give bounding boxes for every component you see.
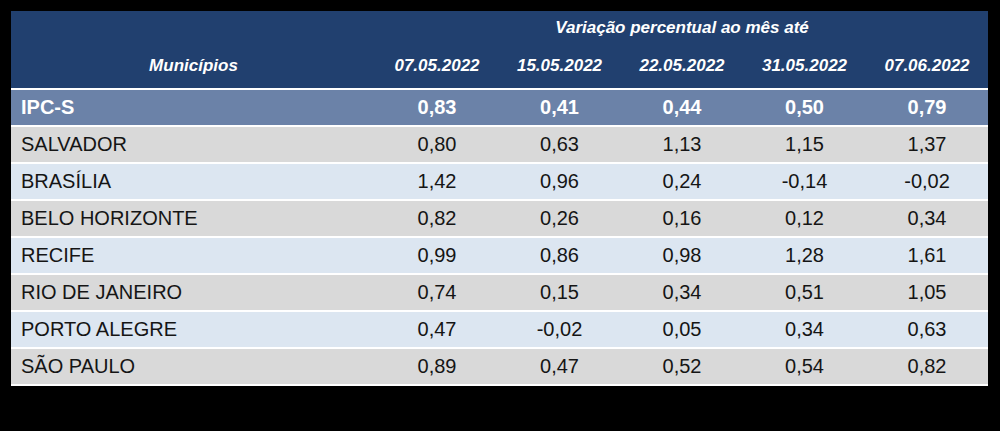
value-cell: 0,98: [621, 237, 743, 274]
table-title: Variação percentual ao mês até: [376, 11, 988, 44]
value-cell: 0,34: [743, 311, 866, 348]
value-cell: 0,79: [866, 89, 988, 126]
row-label: RIO DE JANEIRO: [11, 274, 376, 311]
table-row-recife: RECIFE 0,99 0,86 0,98 1,28 1,61: [11, 237, 988, 274]
table-row-salvador: SALVADOR 0,80 0,63 1,13 1,15 1,37: [11, 126, 988, 163]
row-label: IPC-S: [11, 89, 376, 126]
value-cell: 0,47: [376, 311, 498, 348]
value-cell: 1,61: [866, 237, 988, 274]
value-cell: 0,63: [498, 126, 621, 163]
value-cell: 0,82: [376, 200, 498, 237]
value-cell: 0,86: [498, 237, 621, 274]
value-cell: -0,02: [866, 163, 988, 200]
table-row-rio-de-janeiro: RIO DE JANEIRO 0,74 0,15 0,34 0,51 1,05: [11, 274, 988, 311]
value-cell: 1,42: [376, 163, 498, 200]
value-cell: 0,16: [621, 200, 743, 237]
column-header-date-2: 15.05.2022: [498, 44, 621, 89]
value-cell: 0,99: [376, 237, 498, 274]
value-cell: 1,13: [621, 126, 743, 163]
value-cell: 1,37: [866, 126, 988, 163]
row-label: PORTO ALEGRE: [11, 311, 376, 348]
row-label: SALVADOR: [11, 126, 376, 163]
value-cell: 0,54: [743, 348, 866, 385]
value-cell: -0,14: [743, 163, 866, 200]
value-cell: 0,24: [621, 163, 743, 200]
value-cell: 0,50: [743, 89, 866, 126]
column-header-date-1: 07.05.2022: [376, 44, 498, 89]
value-cell: 0,41: [498, 89, 621, 126]
table-title-row: Variação percentual ao mês até: [11, 11, 988, 44]
value-cell: 0,74: [376, 274, 498, 311]
row-label: RECIFE: [11, 237, 376, 274]
value-cell: 1,05: [866, 274, 988, 311]
value-cell: 0,34: [621, 274, 743, 311]
table-row-belo-horizonte: BELO HORIZONTE 0,82 0,26 0,16 0,12 0,34: [11, 200, 988, 237]
value-cell: 0,83: [376, 89, 498, 126]
value-cell: 0,80: [376, 126, 498, 163]
value-cell: 0,34: [866, 200, 988, 237]
value-cell: 0,82: [866, 348, 988, 385]
ipcs-municipios-table: Variação percentual ao mês até Município…: [11, 11, 988, 386]
value-cell: 0,89: [376, 348, 498, 385]
table-row-sao-paulo: SÃO PAULO 0,89 0,47 0,52 0,54 0,82: [11, 348, 988, 385]
value-cell: 0,96: [498, 163, 621, 200]
value-cell: 0,12: [743, 200, 866, 237]
data-table: Variação percentual ao mês até Município…: [11, 11, 988, 386]
row-label: BELO HORIZONTE: [11, 200, 376, 237]
value-cell: 0,44: [621, 89, 743, 126]
table-row-brasilia: BRASÍLIA 1,42 0,96 0,24 -0,14 -0,02: [11, 163, 988, 200]
title-spacer-cell: [11, 11, 376, 44]
value-cell: 0,26: [498, 200, 621, 237]
column-header-date-3: 22.05.2022: [621, 44, 743, 89]
table-row-porto-alegre: PORTO ALEGRE 0,47 -0,02 0,05 0,34 0,63: [11, 311, 988, 348]
column-header-date-4: 31.05.2022: [743, 44, 866, 89]
value-cell: 0,47: [498, 348, 621, 385]
value-cell: 1,28: [743, 237, 866, 274]
row-label: SÃO PAULO: [11, 348, 376, 385]
value-cell: 0,63: [866, 311, 988, 348]
column-header-row: Municípios 07.05.2022 15.05.2022 22.05.2…: [11, 44, 988, 89]
table-row-ipcs: IPC-S 0,83 0,41 0,44 0,50 0,79: [11, 89, 988, 126]
value-cell: -0,02: [498, 311, 621, 348]
municipios-header: Municípios: [11, 44, 376, 89]
value-cell: 0,05: [621, 311, 743, 348]
value-cell: 0,15: [498, 274, 621, 311]
value-cell: 1,15: [743, 126, 866, 163]
value-cell: 0,52: [621, 348, 743, 385]
column-header-date-5: 07.06.2022: [866, 44, 988, 89]
row-label: BRASÍLIA: [11, 163, 376, 200]
value-cell: 0,51: [743, 274, 866, 311]
